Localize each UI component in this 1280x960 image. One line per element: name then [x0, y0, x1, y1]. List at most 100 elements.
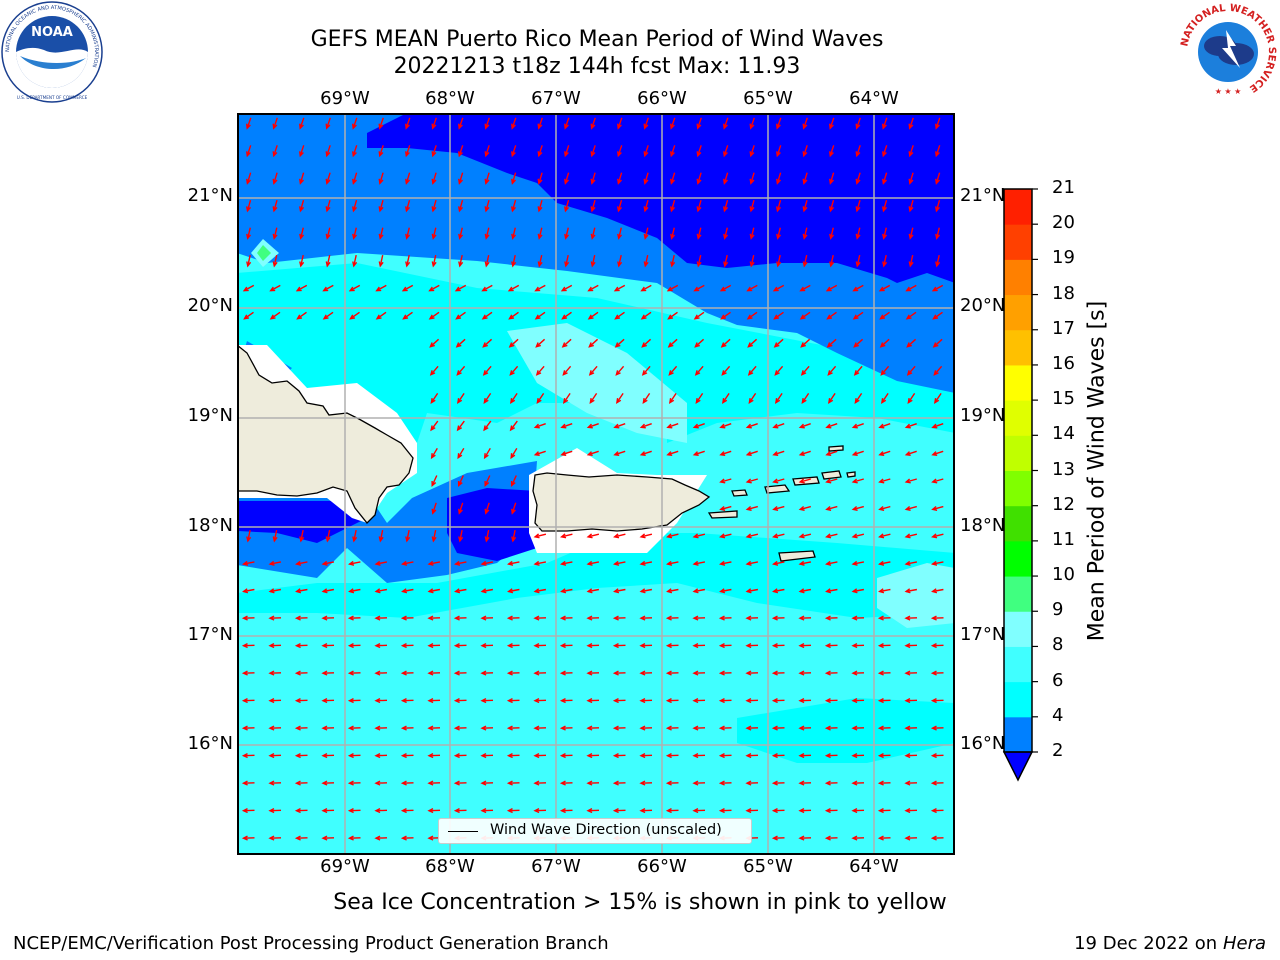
wind-wave-arrow [455, 588, 467, 593]
wind-wave-arrow-head [746, 314, 753, 320]
wind-wave-arrow [323, 311, 334, 320]
wind-wave-arrow [534, 588, 547, 593]
wind-wave-arrow [935, 145, 941, 156]
wind-wave-arrow [379, 529, 384, 542]
wind-wave-arrow-head [481, 314, 488, 320]
wind-wave-arrow-head [746, 286, 753, 292]
wind-wave-arrow [300, 254, 304, 267]
wind-wave-arrow-head [666, 451, 673, 456]
wind-wave-arrow-head [378, 261, 384, 268]
wind-wave-arrow [561, 588, 573, 593]
wind-wave-arrow-head [802, 123, 808, 130]
colorbar-under-extension [1002, 751, 1034, 782]
wind-wave-arrow-head [564, 261, 570, 268]
wind-wave-arrow-head [772, 505, 779, 511]
wind-wave-arrow-head [668, 397, 675, 404]
wind-wave-arrow [852, 561, 865, 565]
wind-wave-arrow-head [533, 807, 540, 814]
wind-wave-arrow [482, 311, 493, 320]
wind-wave-arrow-head [773, 314, 780, 320]
wind-wave-arrow-head [798, 451, 805, 456]
wind-wave-arrow [247, 254, 251, 267]
wind-wave-arrow-head [639, 752, 646, 759]
wind-wave-arrow-head [268, 670, 275, 676]
wind-wave-arrow-head [588, 342, 594, 348]
wind-wave-arrow-head [670, 123, 675, 130]
wind-wave-arrow-head [294, 697, 301, 704]
wind-wave-arrow-head [427, 697, 434, 704]
wind-wave-arrow-head [825, 588, 832, 594]
wind-wave-arrow-head [851, 725, 858, 731]
wind-wave-arrow-head [400, 807, 407, 814]
wind-wave-arrow [243, 284, 255, 292]
wind-wave-arrow-head [427, 835, 434, 841]
wind-wave-arrow-head [294, 615, 301, 621]
wind-wave-arrow [694, 450, 705, 456]
wind-wave-arrow-head [405, 123, 410, 130]
wind-wave-arrow [644, 227, 649, 239]
wind-wave-arrow-head [482, 342, 488, 348]
wind-wave-arrow-head [533, 642, 540, 649]
wind-wave-arrow [935, 200, 941, 211]
wind-wave-arrow [510, 420, 518, 431]
wind-wave-arrow-head [321, 697, 328, 704]
wind-wave-arrow [853, 423, 864, 428]
wind-wave-arrow-head [639, 670, 646, 676]
wind-wave-arrow-head [723, 261, 729, 268]
wind-wave-arrow-head [431, 261, 437, 268]
wind-wave-arrow-head [931, 588, 938, 594]
wind-wave-arrow [375, 561, 388, 565]
wind-wave-arrow-head [269, 286, 276, 292]
wind-wave-arrow-head [747, 370, 754, 376]
wind-wave-arrow [587, 533, 600, 538]
colorbar-bin [1004, 259, 1032, 296]
wind-wave-arrow-head [272, 536, 278, 543]
wind-wave-arrow-head [378, 536, 384, 543]
wind-wave-arrow-head [854, 397, 860, 404]
wind-wave-arrow [299, 200, 305, 211]
wind-wave-arrow [747, 505, 758, 511]
wind-wave-arrow-head [613, 560, 620, 566]
wind-wave-arrow [747, 423, 758, 428]
wind-wave-arrow-head [745, 478, 752, 484]
wind-wave-arrow-head [798, 780, 805, 786]
wind-wave-arrow-head [457, 480, 463, 487]
lon-tick-bottom: 65°W [743, 856, 793, 877]
wind-wave-arrow [300, 529, 304, 542]
wind-wave-arrow-head [802, 233, 808, 240]
wind-wave-arrow [853, 311, 864, 320]
wind-wave-arrow [879, 561, 891, 565]
wind-wave-arrow-head [295, 588, 302, 594]
wind-wave-arrow-head [692, 533, 699, 539]
wind-wave-arrow-head [454, 588, 461, 594]
wind-wave-arrow [881, 393, 889, 403]
wind-wave-arrow [326, 172, 331, 184]
wind-wave-arrow-head [771, 725, 778, 731]
wind-wave-arrow [879, 284, 891, 292]
wind-wave-arrow-head [772, 560, 779, 566]
wind-wave-arrow [853, 478, 864, 483]
wind-wave-arrow [723, 145, 729, 156]
wind-wave-arrow-head [429, 342, 435, 348]
wind-wave-arrow-head [533, 533, 540, 539]
wind-wave-arrow [750, 172, 755, 184]
wind-wave-arrow-head [749, 123, 755, 130]
wind-wave-arrow-head [851, 560, 858, 566]
wind-wave-arrow-head [430, 425, 436, 432]
colorbar-tick-label: 11 [1052, 528, 1075, 550]
wind-wave-arrow-head [721, 397, 728, 404]
wind-wave-arrow-head [400, 670, 407, 676]
wind-wave-arrow-head [615, 370, 621, 376]
colorbar-tick-label: 2 [1052, 740, 1064, 761]
wind-wave-arrow [826, 505, 838, 511]
wind-wave-arrow-head [560, 423, 567, 429]
lat-tick-left: 16°N [187, 733, 233, 754]
wind-wave-arrow [588, 284, 599, 292]
wind-wave-arrow-head [590, 151, 596, 158]
wind-wave-arrow [485, 254, 490, 267]
wind-wave-arrow-head [745, 533, 752, 539]
wind-wave-arrow-head [506, 615, 513, 621]
wind-wave-arrow [326, 254, 331, 267]
wind-wave-arrow [883, 254, 887, 267]
wind-wave-arrow [935, 117, 941, 129]
